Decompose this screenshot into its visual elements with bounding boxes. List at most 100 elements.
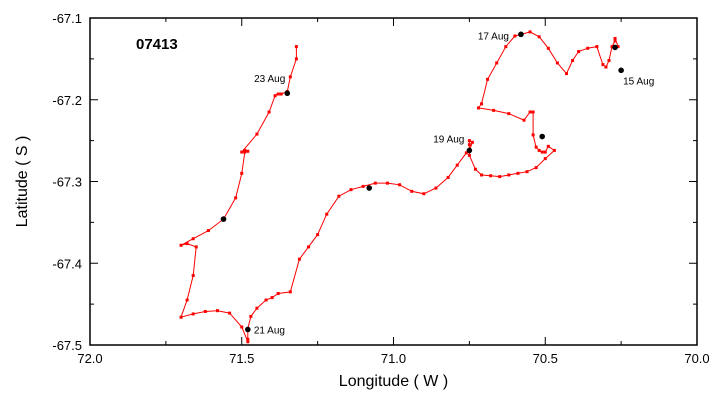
trajectory-point [240,150,244,154]
trajectory-point [516,171,520,175]
trajectory-point [534,166,538,170]
trajectory-point [234,196,238,200]
trajectory-line [180,31,619,342]
trajectory-point [543,150,547,154]
trajectory-point [294,57,298,61]
trajectory-point [531,133,535,137]
date-markers: 15 Aug 17 Aug 19 Aug 21 Aug 23 Aug [220,31,654,336]
trajectory-point [385,181,389,185]
trajectory-point [206,229,210,233]
trajectory-point [546,46,550,50]
date-marker [220,216,227,222]
date-marker-label: 17 Aug [478,31,509,42]
trajectory-point [470,140,474,144]
x-tick-label: 70.0 [684,351,709,366]
trajectory-point [307,245,311,249]
trajectory-point [361,184,365,188]
x-axis-title: Longitude ( W ) [339,373,448,390]
trajectory-point [191,312,195,316]
trajectory-point [264,298,268,302]
trajectory-point [616,45,620,49]
trajectory-point [276,92,280,96]
trajectory-point [571,59,575,63]
trajectory-point [467,139,471,143]
trajectory-point [246,337,250,341]
trajectory-point [434,186,438,190]
trajectory-point [185,242,189,246]
trajectory-point [422,192,426,196]
trajectory-point [489,174,493,178]
trajectory-point [273,94,277,98]
axis-tick-labels: 72.0 71.5 71.0 70.5 70.0 -67.1 -67.2 -67.3 -67.4… [52,11,709,366]
trajectory-point [294,45,298,49]
date-marker [466,147,473,154]
date-marker-label: 15 Aug [623,76,654,87]
trajectory-point [595,45,599,49]
x-tick-label: 72.0 [77,351,102,366]
date-marker [539,133,546,140]
trajectory-point [276,291,280,295]
trajectory-point [349,188,353,192]
trajectory-point [607,59,611,63]
trajectory-point [473,167,477,171]
float-id-label: 07413 [136,36,178,53]
x-tick-label: 71.5 [229,351,254,366]
trajectory-series [179,30,620,344]
trajectory-point [537,148,541,152]
x-tick-label: 70.5 [533,351,558,366]
trajectory-point [464,151,468,155]
trajectory-point [528,110,532,114]
trajectory-point [467,143,471,147]
trajectory-point [455,163,459,167]
trajectory-point [249,314,253,318]
trajectory-point [337,194,341,198]
trajectory-point [191,237,195,241]
trajectory-point [480,173,484,177]
trajectory-point [601,63,605,67]
date-marker-label: 23 Aug [254,74,285,85]
trajectory-point [446,175,450,179]
trajectory-point [613,39,617,43]
trajectory-point [546,144,550,148]
date-marker [366,185,373,191]
date-marker-label: 21 Aug [254,325,285,336]
trajectory-point [537,35,541,39]
trajectory-point [486,77,490,81]
trajectory-point [555,61,559,65]
trajectory-point [279,92,283,96]
date-marker-label: 19 Aug [433,134,464,145]
trajectory-point [522,118,526,122]
trajectory-point [410,189,414,193]
trajectory-point [267,110,271,114]
y-axis-title: Latitude ( S ) [14,136,31,228]
trajectory-point [179,243,183,247]
trajectory-point [316,233,320,237]
trajectory-point [543,157,547,161]
trajectory-point [525,170,529,174]
date-marker [245,326,251,333]
trajectory-point [577,50,581,54]
trajectory-point [492,108,496,112]
trajectory-point [513,34,517,38]
trajectory-point [604,65,608,69]
trajectory-point [243,148,247,152]
trajectory-point [297,257,301,261]
trajectory-point [288,290,292,294]
trajectory-point [240,171,244,175]
trajectory-point [613,36,617,40]
trajectory-point [373,181,377,185]
trajectory-point [288,75,292,79]
trajectory-point [531,110,535,114]
trajectory-point [270,296,274,300]
trajectory-point [495,61,499,65]
trajectory-point [534,145,538,149]
trajectory-point [564,72,568,76]
trajectory-point [504,45,508,49]
trajectory-point [191,274,195,278]
trajectory-point [243,150,247,154]
trajectory-point [480,102,484,106]
trajectory-point [246,149,250,153]
trajectory-point [240,325,244,329]
